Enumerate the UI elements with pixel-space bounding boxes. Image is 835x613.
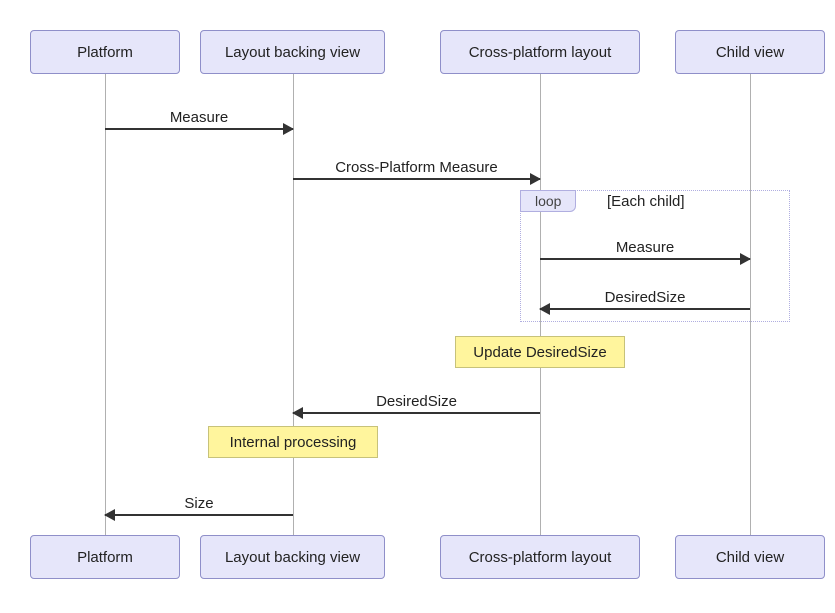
participant-child-top: Child view — [675, 30, 825, 74]
message-label-2: Measure — [540, 239, 750, 256]
participant-backing-bottom: Layout backing view — [200, 535, 385, 579]
note-0: Update DesiredSize — [455, 336, 625, 368]
participant-platform-bottom: Platform — [30, 535, 180, 579]
message-label-1: Cross-Platform Measure — [293, 159, 540, 176]
lifeline-backing — [293, 74, 294, 535]
participant-platform-top: Platform — [30, 30, 180, 74]
participant-child-bottom: Child view — [675, 535, 825, 579]
message-label-5: Size — [105, 495, 293, 512]
participant-xplat-top: Cross-platform layout — [440, 30, 640, 74]
loop-label: loop — [520, 190, 576, 212]
note-1: Internal processing — [208, 426, 378, 458]
message-1: Cross-Platform Measure — [293, 178, 540, 180]
loop-condition: [Each child] — [607, 193, 685, 210]
message-2: Measure — [540, 258, 750, 260]
message-5: Size — [105, 514, 293, 516]
lifeline-platform — [105, 74, 106, 535]
participant-xplat-bottom: Cross-platform layout — [440, 535, 640, 579]
message-0: Measure — [105, 128, 293, 130]
message-label-4: DesiredSize — [293, 393, 540, 410]
message-label-3: DesiredSize — [540, 289, 750, 306]
message-label-0: Measure — [105, 109, 293, 126]
participant-backing-top: Layout backing view — [200, 30, 385, 74]
message-4: DesiredSize — [293, 412, 540, 414]
message-3: DesiredSize — [540, 308, 750, 310]
